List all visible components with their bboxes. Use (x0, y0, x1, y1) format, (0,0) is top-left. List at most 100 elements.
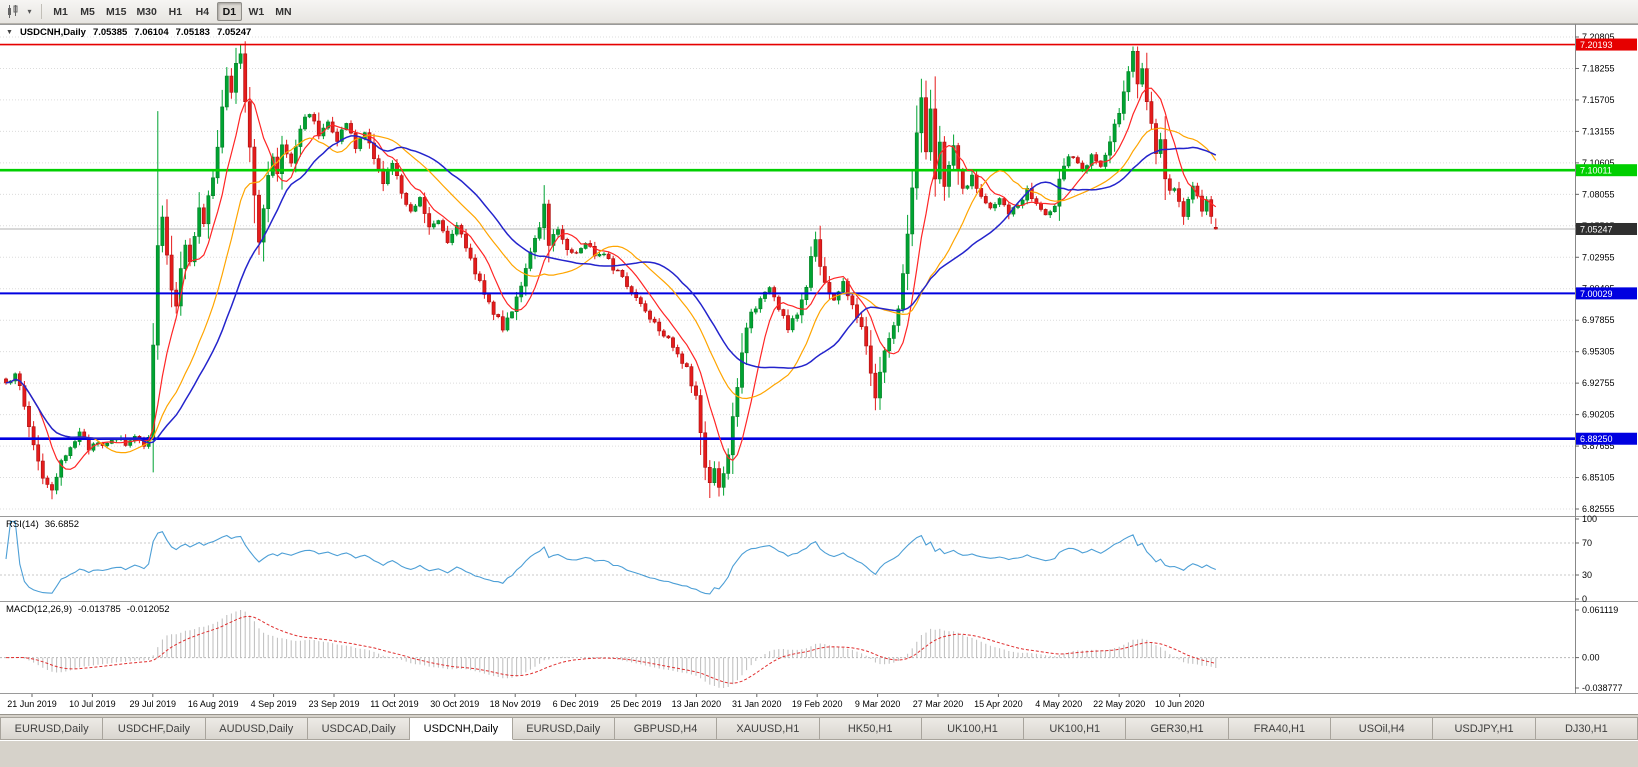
price-label-text: 7.10011 (1580, 166, 1612, 176)
date-tick-label: 29 Jul 2019 (130, 699, 177, 709)
chart-tab-bar: EURUSD,Daily USDCHF,Daily AUDUSD,Daily USDC… (0, 714, 1638, 740)
date-tick-label: 31 Jan 2020 (732, 699, 782, 709)
date-tick-label: 16 Aug 2019 (188, 699, 239, 709)
chart-tab-6[interactable]: GBPUSD,H4 (614, 717, 718, 740)
price-tick-label: 7.13155 (1582, 126, 1615, 136)
chart-tab-5[interactable]: EURUSD,Daily (512, 717, 615, 740)
price-tick-label: 6.90205 (1582, 410, 1615, 420)
date-tick-label: 18 Nov 2019 (490, 699, 541, 709)
chart-background (0, 24, 1638, 714)
ohlc-low: 7.05183 (175, 27, 210, 38)
chart-tab-7[interactable]: XAUUSD,H1 (717, 717, 820, 740)
toolbar-separator (41, 4, 42, 19)
chart-tab-2[interactable]: AUDUSD,Daily (205, 717, 308, 740)
macd-tick-label: 0.061119 (1582, 605, 1618, 615)
date-tick-label: 4 Sep 2019 (251, 699, 297, 709)
macd-tick-label: 0.00 (1582, 653, 1600, 663)
chart-tab-11[interactable]: GER30,H1 (1126, 717, 1229, 740)
timeframe-button-m5[interactable]: M5 (80, 5, 95, 18)
macd-indicator-label: MACD(12,26,9) -0.013785 -0.012052 (6, 604, 170, 615)
price-tick-label: 6.85105 (1582, 473, 1615, 483)
price-label-text: 7.05247 (1580, 224, 1613, 234)
price-tick-label: 6.87655 (1582, 441, 1615, 451)
macd-name: MACD(12,26,9) (6, 604, 72, 615)
chart-symbol-label: USDCNH,Daily (19, 27, 86, 38)
chart-tab-13[interactable]: USOil,H4 (1331, 717, 1434, 740)
macd-main-value: -0.013785 (78, 604, 121, 615)
price-tick-label: 7.18255 (1582, 63, 1615, 73)
ohlc-high: 7.06104 (134, 27, 169, 38)
rsi-indicator-label: RSI(14) 36.6852 (6, 519, 79, 530)
chart-tab-4[interactable]: USDCNH,Daily (410, 717, 513, 740)
date-tick-label: 10 Jun 2020 (1155, 699, 1205, 709)
price-tick-label: 7.15705 (1582, 95, 1615, 105)
date-tick-label: 15 Apr 2020 (974, 699, 1023, 709)
rsi-name: RSI(14) (6, 519, 39, 530)
rsi-tick-label: 0 (1582, 594, 1587, 604)
date-tick-label: 22 May 2020 (1093, 699, 1145, 709)
status-bar (0, 740, 1638, 767)
date-tick-label: 13 Jan 2020 (672, 699, 722, 709)
macd-histogram (10, 610, 1217, 688)
ma-line-20 (5, 127, 1217, 454)
price-label-box (1576, 432, 1637, 445)
ohlc-close: 7.05247 (216, 27, 252, 38)
rsi-line (5, 520, 1217, 595)
price-label-box (1576, 38, 1637, 51)
timeframe-button-d1[interactable]: D1 (216, 2, 242, 21)
macd-tick-label: -0.038777 (1582, 683, 1623, 693)
macd-signal-value: -0.012052 (126, 604, 170, 615)
rsi-tick-label: 30 (1582, 570, 1592, 580)
date-tick-label: 30 Oct 2019 (430, 699, 479, 709)
timeframe-button-m1[interactable]: M1 (53, 5, 68, 18)
date-tick-label: 25 Dec 2019 (610, 699, 661, 709)
date-tick-label: 11 Oct 2019 (370, 699, 418, 709)
price-label-box (1576, 164, 1637, 177)
timeframe-button-w1[interactable]: W1 (248, 5, 265, 18)
chart-tab-15[interactable]: DJ30,H1 (1535, 717, 1638, 740)
price-label-text: 7.20193 (1580, 40, 1613, 50)
timeframe-button-h1[interactable]: H1 (168, 5, 183, 18)
rsi-tick-label: 70 (1582, 538, 1592, 548)
ohlc-open: 7.05385 (92, 27, 128, 38)
price-tick-label: 6.95305 (1582, 347, 1615, 357)
timeframe-button-group: M1 M5 M15 M30 H1 H4 D1 W1 MN (48, 2, 296, 21)
price-label-text: 7.00029 (1580, 289, 1613, 299)
chart-tab-12[interactable]: FRA40,H1 (1228, 717, 1332, 740)
chart-tab-10[interactable]: UK100,H1 (1024, 717, 1127, 740)
date-tick-label: 21 Jun 2019 (7, 699, 57, 709)
price-tick-label: 7.10605 (1582, 158, 1615, 168)
chart-tab-8[interactable]: HK50,H1 (819, 717, 922, 740)
date-tick-label: 27 Mar 2020 (913, 699, 964, 709)
macd-signal-line (6, 615, 1216, 684)
date-tick-label: 4 May 2020 (1035, 699, 1082, 709)
timeframe-button-m15[interactable]: M15 (106, 5, 127, 18)
timeframe-toolbar: ▾ M1 M5 M15 M30 H1 H4 D1 W1 MN (0, 0, 1638, 24)
chart-tab-3[interactable]: USDCAD,Daily (307, 717, 411, 740)
timeframe-button-h4[interactable]: H4 (195, 5, 210, 18)
rsi-value: 36.6852 (44, 519, 80, 530)
price-tick-label: 7.20805 (1582, 32, 1615, 42)
timeframe-button-mn[interactable]: MN (275, 5, 292, 18)
date-tick-label: 19 Feb 2020 (792, 699, 843, 709)
chart-tab-0[interactable]: EURUSD,Daily (0, 717, 104, 740)
chart-tab-1[interactable]: USDCHF,Daily (103, 717, 206, 740)
toolbar-dropdown-caret-icon[interactable]: ▾ (27, 7, 32, 16)
price-tick-label: 6.92755 (1582, 378, 1615, 388)
chart-info-line: ▼ USDCNH,Daily 7.05385 7.06104 7.05183 7… (6, 27, 251, 38)
price-tick-label: 7.08055 (1582, 189, 1615, 199)
date-tick-label: 10 Jul 2019 (69, 699, 116, 709)
price-label-box (1576, 222, 1637, 235)
ma-line-30 (5, 135, 1217, 444)
chart-tab-9[interactable]: UK100,H1 (921, 717, 1025, 740)
chart-type-icon[interactable] (3, 2, 23, 21)
price-tick-label: 7.02955 (1582, 252, 1615, 262)
date-tick-label: 6 Dec 2019 (553, 699, 599, 709)
chart-tab-14[interactable]: USDJPY,H1 (1433, 717, 1536, 740)
collapse-arrow-icon[interactable]: ▼ (6, 29, 13, 36)
candlestick-glyph (8, 5, 18, 18)
timeframe-button-m30[interactable]: M30 (136, 5, 157, 18)
ma-line-8 (5, 87, 1217, 470)
